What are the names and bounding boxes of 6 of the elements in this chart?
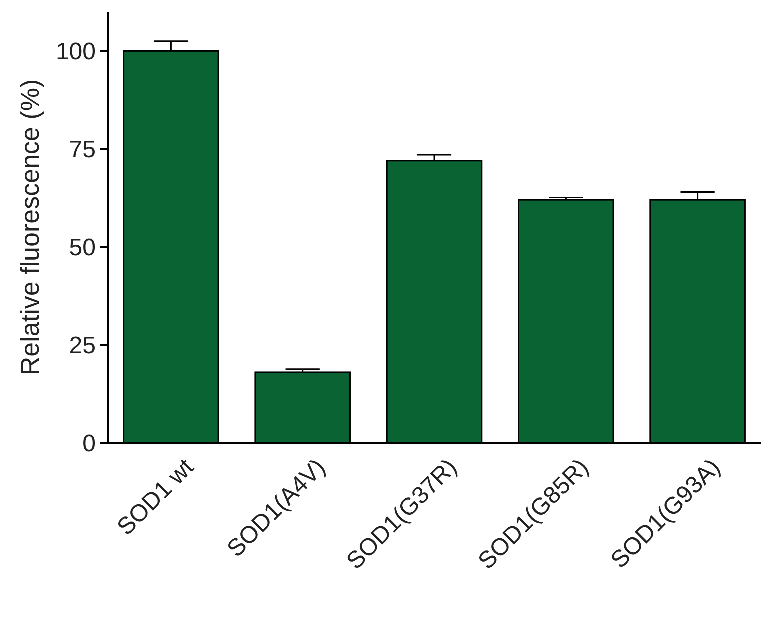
y-tick-label: 25 xyxy=(69,332,96,360)
y-tick-label: 50 xyxy=(69,234,96,262)
y-tick-label: 0 xyxy=(82,430,96,458)
y-tick-label: 100 xyxy=(56,38,96,66)
y-axis-title: Relative fluorescence (%) xyxy=(15,79,46,376)
y-tick-label: 75 xyxy=(69,136,96,164)
